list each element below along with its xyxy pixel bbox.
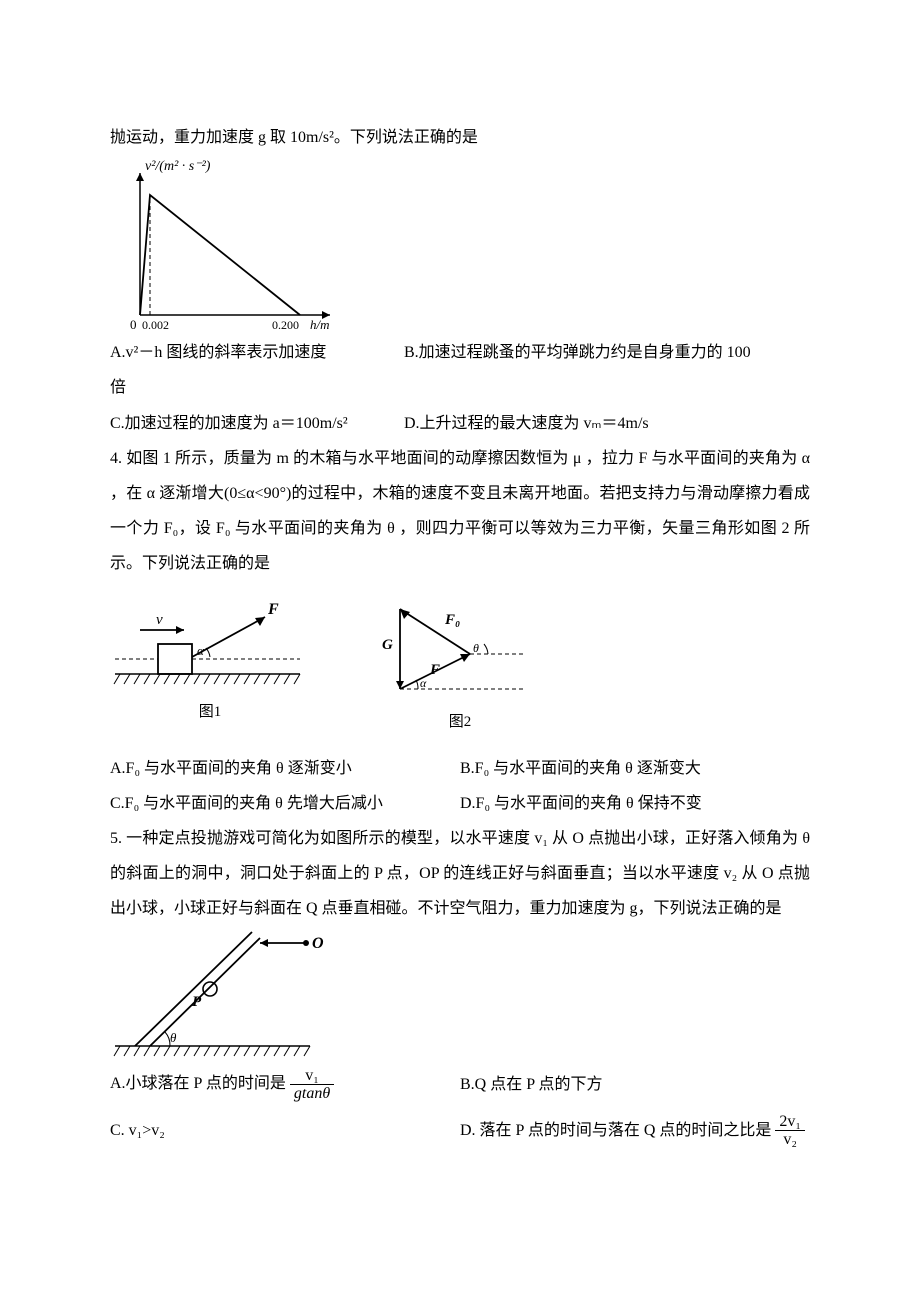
svg-text:P: P <box>192 994 202 1010</box>
q5-options-ab: A.小球落在 P 点的时间是 v₁ gtanθ B.Q 点在 P 点的下方 <box>110 1066 810 1102</box>
svg-text:0.200: 0.200 <box>272 318 299 332</box>
svg-text:0.002: 0.002 <box>142 318 169 332</box>
q4-opt-a: A.F₀ 与水平面间的夹角 θ 逐渐变小 <box>110 751 460 786</box>
q4-opt-d: D.F₀ 与水平面间的夹角 θ 保持不变 <box>460 786 810 821</box>
svg-text:F₀: F₀ <box>444 612 460 628</box>
q3-opt-c: C.加速过程的加速度为 a＝100m/s² <box>110 406 404 441</box>
svg-text:h/m: h/m <box>310 317 330 332</box>
q3-options-ab: A.v²－h 图线的斜率表示加速度 B.加速过程跳蚤的平均弹跳力约是自身重力的 … <box>110 335 810 370</box>
q3-options-cd: C.加速过程的加速度为 a＝100m/s² D.上升过程的最大速度为 vₘ＝4m… <box>110 406 810 441</box>
svg-text:O: O <box>312 935 324 952</box>
svg-text:v: v <box>156 612 163 628</box>
q3-opt-b2: 倍 <box>110 370 810 405</box>
q5-figure: P θ O <box>110 926 810 1066</box>
q5-text: 5. 一种定点投抛游戏可简化为如图所示的模型，以水平速度 v₁ 从 O 点抛出小… <box>110 821 810 927</box>
q4-figure-1: v F α 图1 <box>110 594 310 739</box>
q5-opt-a: A.小球落在 P 点的时间是 v₁ gtanθ <box>110 1066 460 1102</box>
svg-text:θ: θ <box>170 1030 177 1045</box>
q4-fig1-caption: 图1 <box>110 696 310 729</box>
q4-opt-c: C.F₀ 与水平面间的夹角 θ 先增大后减小 <box>110 786 460 821</box>
q4-fig2-caption: 图2 <box>370 706 550 739</box>
svg-text:α: α <box>197 643 205 658</box>
svg-text:α: α <box>420 676 427 690</box>
q4-text: 4. 如图 1 所示，质量为 m 的木箱与水平地面间的动摩擦因数恒为 μ ，拉力… <box>110 441 810 582</box>
q3-opt-b1: B.加速过程跳蚤的平均弹跳力约是自身重力的 100 <box>404 335 810 370</box>
q3-opt-a: A.v²－h 图线的斜率表示加速度 <box>110 335 404 370</box>
svg-text:θ: θ <box>473 641 479 655</box>
q4-opt-b: B.F₀ 与水平面间的夹角 θ 逐渐变大 <box>460 751 810 786</box>
svg-text:v²/(m² · s⁻²): v²/(m² · s⁻²) <box>145 159 211 174</box>
q5-opt-c: C. v₁>v₂ <box>110 1113 460 1148</box>
q4-figures: v F α 图1 α θ <box>110 594 810 739</box>
q5-options-cd: C. v₁>v₂ D. 落在 P 点的时间与落在 Q 点的时间之比是 2v₁ v… <box>110 1113 810 1149</box>
svg-text:F: F <box>429 662 440 678</box>
q5-opt-d: D. 落在 P 点的时间与落在 Q 点的时间之比是 2v₁ v₂ <box>460 1113 810 1149</box>
svg-text:G: G <box>382 637 393 653</box>
q4-figure-2: α θ G F F₀ 图2 <box>370 594 550 739</box>
q3-chart: v²/(m² · s⁻²) 0 0.002 0.200 h/m <box>110 155 810 335</box>
svg-text:F: F <box>267 601 279 618</box>
q5-opt-b: B.Q 点在 P 点的下方 <box>460 1067 810 1102</box>
svg-text:0: 0 <box>130 317 137 332</box>
q3-opt-d: D.上升过程的最大速度为 vₘ＝4m/s <box>404 406 810 441</box>
q3-intro: 抛运动，重力加速度 g 取 10m/s²。下列说法正确的是 <box>110 120 810 155</box>
q4-options-ab: A.F₀ 与水平面间的夹角 θ 逐渐变小 B.F₀ 与水平面间的夹角 θ 逐渐变… <box>110 751 810 786</box>
q4-options-cd: C.F₀ 与水平面间的夹角 θ 先增大后减小 D.F₀ 与水平面间的夹角 θ 保… <box>110 786 810 821</box>
